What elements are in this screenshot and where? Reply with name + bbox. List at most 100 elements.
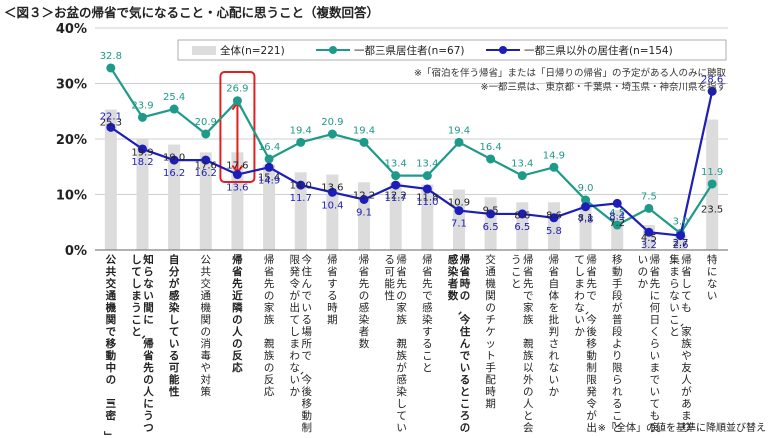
- y-tick-label: 30%: [56, 78, 87, 93]
- category-char: の: [460, 290, 471, 302]
- category-char: 帰: [359, 253, 370, 266]
- teal-point: [517, 171, 527, 181]
- bar-value-label: 10.9: [448, 198, 470, 209]
- category-char: 者: [447, 277, 459, 290]
- category-char: 帰: [681, 253, 692, 266]
- category-char: 性: [169, 385, 180, 398]
- category-label-column: てしまわないか: [574, 254, 585, 338]
- category-char: 通: [106, 290, 117, 302]
- category-label-column: いのか: [638, 254, 649, 290]
- category-char: 人: [523, 398, 534, 410]
- category-char: 者: [359, 326, 370, 338]
- category-label-column: 感染者数: [447, 253, 459, 302]
- category-char: 族: [264, 313, 275, 326]
- category-char: 所: [301, 338, 312, 350]
- teal-value-label: 16.4: [258, 142, 280, 153]
- blue-point: [454, 206, 464, 216]
- teal-value-label: 19.4: [448, 125, 470, 136]
- category-labels: 公共交通機関で移動中の「三密」知らない間に、帰省先の人にうつしてしまうこと自分が…: [103, 253, 718, 438]
- blue-point: [359, 194, 369, 204]
- category-char: 帰: [549, 253, 560, 266]
- category-label: 交通機関のチケット手配時期: [485, 253, 496, 410]
- blue-value-label: 8.4: [609, 211, 625, 222]
- category-char: し: [131, 254, 142, 266]
- category-char: 関: [485, 290, 496, 302]
- category-char: 隣: [232, 301, 243, 314]
- category-label-column: してしまうこと: [131, 254, 142, 338]
- category-char: と: [511, 278, 522, 290]
- category-char: 帰: [143, 337, 154, 350]
- category-char: 」: [103, 431, 115, 438]
- teal-value-label: 13.4: [511, 159, 533, 170]
- category-char: ん: [301, 278, 312, 290]
- category-char: ろ: [460, 410, 471, 422]
- category-label: 帰省する時期: [327, 253, 338, 326]
- category-char: い: [574, 314, 585, 326]
- blue-point: [422, 184, 432, 194]
- category-char: の: [232, 314, 243, 326]
- bar: [579, 205, 592, 250]
- bar-value-label: 12.2: [353, 190, 375, 201]
- teal-value-label: 20.9: [321, 117, 343, 128]
- bar-value-label: 12.2: [385, 190, 407, 201]
- category-char: 省: [523, 265, 534, 278]
- category-char: て: [289, 314, 300, 326]
- teal-value-label: 32.8: [100, 51, 122, 62]
- legend-label-overall: 全体(n=221): [220, 44, 285, 57]
- blue-value-label: 16.2: [163, 168, 185, 179]
- category-char: 消: [201, 337, 212, 350]
- bar: [263, 164, 276, 250]
- category-char: い: [460, 362, 471, 374]
- category-char: や: [681, 350, 692, 362]
- category-char: 令: [289, 277, 300, 290]
- category-char: な: [707, 278, 718, 290]
- teal-value-label: 7.5: [641, 191, 657, 202]
- category-label-column: 帰省先の家族・親族の反応: [261, 253, 275, 398]
- category-char: 三: [106, 398, 117, 410]
- category-char: で: [586, 290, 597, 302]
- blue-point: [264, 162, 274, 172]
- category-label: 帰省自体を批判されないか: [549, 253, 560, 398]
- category-char: 省: [396, 265, 407, 278]
- bar-value-label: 9.5: [483, 205, 499, 216]
- teal-value-label: 20.9: [195, 117, 217, 128]
- blue-point: [106, 122, 116, 132]
- category-char: 能: [169, 373, 180, 386]
- teal-value-label: 23.9: [131, 100, 153, 111]
- category-char: 省: [681, 265, 692, 278]
- category-char: や: [201, 362, 212, 374]
- category-char: か: [549, 386, 560, 398]
- category-char: 親: [396, 337, 407, 350]
- category-char: 染: [422, 313, 433, 326]
- blue-value-label: 13.6: [226, 183, 248, 194]
- category-char: る: [301, 314, 312, 326]
- category-char: 出: [586, 421, 597, 434]
- category-char: な: [143, 278, 154, 290]
- category-char: る: [384, 254, 395, 266]
- category-char: の: [359, 290, 370, 302]
- category-char: こ: [669, 314, 680, 326]
- category-char: 期: [485, 398, 496, 410]
- blue-value-label: 6.5: [514, 222, 530, 233]
- category-char: 限: [289, 254, 300, 266]
- category-char: 移: [612, 253, 623, 266]
- category-char: 先: [264, 278, 275, 290]
- blue-value-label: 7.8: [578, 215, 594, 226]
- legend-marker-blue: [499, 46, 507, 54]
- category-char: い: [650, 386, 661, 398]
- category-char: 先: [396, 278, 407, 290]
- category-char: ・: [520, 335, 532, 346]
- legend-box: [177, 39, 727, 61]
- teal-value-label: 4.5: [609, 208, 625, 219]
- blue-value-label: 10.4: [321, 200, 343, 211]
- category-char: 手: [485, 361, 496, 374]
- category-char: 今: [459, 313, 471, 326]
- category-char: 族: [396, 349, 407, 362]
- category-char: 、: [678, 323, 690, 334]
- category-char: ら: [612, 374, 623, 386]
- blue-value-label: 22.1: [100, 111, 122, 122]
- category-char: 段: [612, 325, 623, 338]
- category-char: 後: [301, 385, 312, 398]
